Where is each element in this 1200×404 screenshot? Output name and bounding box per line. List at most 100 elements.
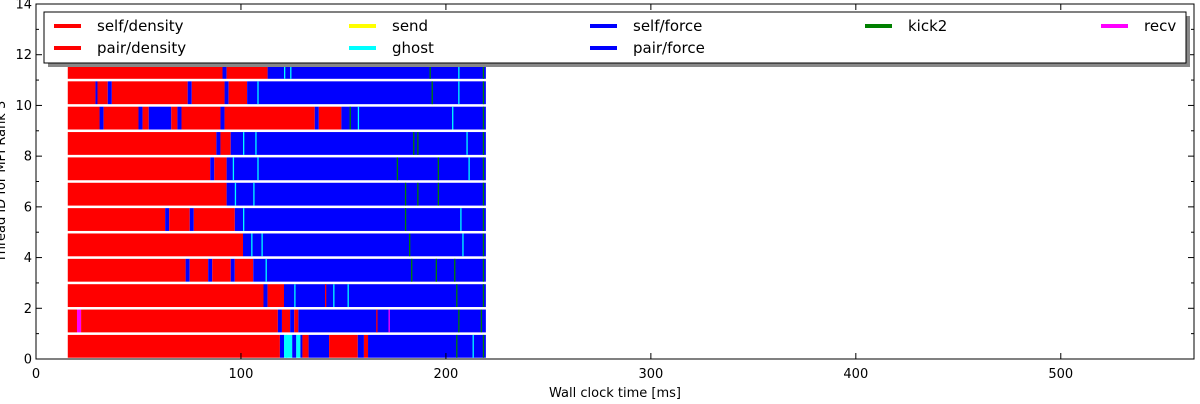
task-bar-density [329,334,358,358]
task-mark-ghost [472,334,474,358]
task-bar-force [216,132,221,155]
task-bar-density [191,81,225,105]
task-bar-force [107,81,112,105]
legend-entry-label: self/force [633,17,702,35]
task-bar-force [308,334,330,358]
task-mark-kick2 [482,284,485,308]
legend-entry-label: ghost [392,39,434,57]
task-bar-density [67,132,217,155]
task-bar-force [224,81,229,105]
legend-box [43,11,1187,64]
task-bar-density [142,106,149,130]
task-bar-force [247,81,486,105]
task-bar-density [267,284,284,308]
y-tick-label: 14 [15,0,32,13]
task-bar-force [230,132,486,155]
task-mark-ghost [257,81,259,105]
task-mark-ghost [234,182,237,206]
task-bar-density [220,132,231,155]
task-bar-density [214,157,227,181]
task-mark-kick2 [349,106,351,130]
x-axis-label: Wall clock time [ms] [549,386,681,400]
task-bar-force [187,81,192,105]
task-mark-ghost [243,208,245,231]
task-bar-force [263,284,268,308]
x-tick-label: 200 [433,367,458,382]
task-mark-kick2 [482,208,485,231]
y-tick-label: 2 [24,302,32,317]
task-mark-kick2 [480,309,483,333]
task-bar-density [193,208,235,231]
task-mark-kick2 [437,182,440,206]
task-mark-kick2 [435,258,437,282]
bars-layer [67,55,486,358]
task-bar-density [81,309,278,333]
x-tick-label: 100 [229,367,254,382]
task-mark-kick2 [456,284,458,308]
y-tick-label: 10 [15,99,32,114]
task-mark-ghost [257,157,259,181]
task-bar-density [67,284,264,308]
task-mark-kick2 [404,208,407,231]
task-bar-density [281,309,291,333]
task-mark-ghost [255,132,257,155]
task-bar-force [243,233,486,257]
task-bar-density [67,182,227,206]
x-tick-label: 400 [843,367,868,382]
task-mark-ghost [253,182,255,206]
task-bar-density [67,258,186,282]
plot-frame [35,3,1195,360]
task-bar-density [97,81,108,105]
task-bar-density [228,81,248,105]
legend-entry-label: recv [1144,17,1176,35]
task-mark-ghost [283,55,286,79]
x-tick-label: 0 [32,367,40,382]
task-mark-density [324,284,327,308]
task-bar-force [357,334,364,358]
y-tick-label: 8 [24,150,32,165]
task-mark-kick2 [482,55,485,79]
task-bar-density [67,81,96,105]
task-bar-density [363,334,369,358]
task-bar-density [169,208,190,231]
task-bar-density [181,106,221,130]
task-bar-density [212,258,231,282]
task-bar-force [234,208,486,231]
legend-entry-label: pair/density [97,39,186,57]
task-mark-kick2 [411,258,413,282]
task-mark-recv [388,309,390,333]
task-bar-force [99,106,104,130]
task-mark-kick2 [409,233,411,257]
task-bar-force [210,157,215,181]
task-mark-ghost [290,55,292,79]
task-bar-force [220,106,225,130]
task-mark-kick2 [413,132,415,155]
task-mark-kick2 [482,233,485,257]
task-mark-ghost [462,233,464,257]
task-mark-ghost [261,233,263,257]
task-bar-force [290,309,295,333]
task-mark-kick2 [456,334,458,358]
task-mark-ghost [466,132,468,155]
task-bar-force [226,157,486,181]
task-mark-ghost [458,81,460,105]
task-bar-density [111,81,188,105]
task-bar-force [148,106,172,130]
task-mark-kick2 [417,182,419,206]
task-bar-force [165,208,170,231]
legend: self/density pair/density send ghost self/fo… [43,11,1190,67]
task-mark-kick2 [404,182,407,206]
task-mark-ghost [286,334,288,358]
task-bar-density [67,106,100,130]
task-bar-force [177,106,182,130]
task-mark-ghost [347,284,349,308]
task-mark-ghost [243,132,245,155]
task-bar-density [302,334,309,358]
task-bar-density [171,106,178,130]
task-mark-kick2 [458,309,460,333]
task-bar-ghost [283,334,293,358]
task-mark-ghost [294,284,296,308]
task-bar-force [341,106,486,130]
task-bar-force [283,284,486,308]
task-mark-ghost [333,284,335,308]
